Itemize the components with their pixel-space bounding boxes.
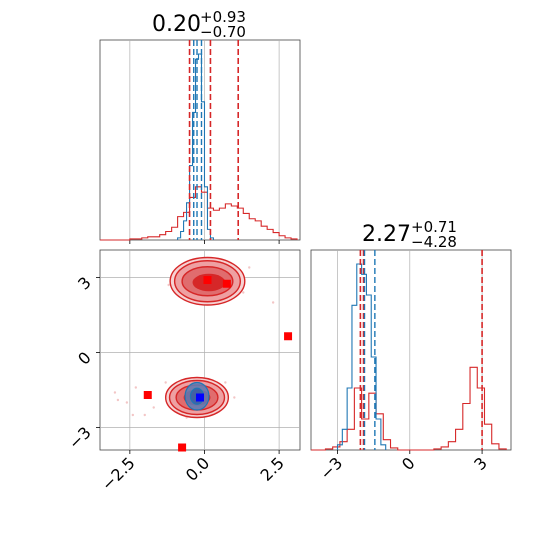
panel-hist-param1 <box>99 39 301 241</box>
y-tick-label-2: 3 <box>74 273 95 294</box>
scatter-point <box>131 413 135 417</box>
scatter-point <box>167 283 170 287</box>
marker-red <box>284 332 293 341</box>
marker-red <box>222 279 231 288</box>
x2-tick-label-1: 0 <box>398 453 419 474</box>
panel-joint <box>99 249 301 451</box>
x2-tick-label-2: 3 <box>470 453 491 474</box>
scatter-point <box>113 391 117 394</box>
title-param1-plus: +0.93 <box>200 8 246 26</box>
scatter-point <box>248 266 251 269</box>
x-tick-label-1: 0.0 <box>182 453 213 484</box>
x2-tick-label-0: −3 <box>316 453 346 483</box>
title-param2-minus: −4.28 <box>411 233 457 251</box>
scatter-point <box>152 406 155 409</box>
x-tick-label-0: −2.5 <box>98 453 139 494</box>
scatter-point <box>224 381 227 384</box>
hist-param1-blue <box>177 53 214 240</box>
y-tick-label-0: −3 <box>65 423 95 453</box>
hist-param2-blue <box>336 263 387 450</box>
panel-hist-param2 <box>310 249 512 451</box>
scatter-point <box>164 381 167 384</box>
title-param2-value: 2.27 <box>362 222 411 247</box>
scatter-point <box>242 291 245 294</box>
hist-param2-red <box>311 366 507 451</box>
scatter-point <box>125 401 129 404</box>
title-param1-minus: −0.70 <box>200 23 246 41</box>
y-tick-label-1: 0 <box>74 348 95 369</box>
marker-red <box>143 391 152 399</box>
scatter-point <box>143 413 146 417</box>
scatter-point <box>271 301 275 304</box>
marker-red <box>178 443 187 452</box>
marker-red <box>203 276 212 284</box>
marker-blue <box>196 393 204 402</box>
title-param1-value: 0.20 <box>152 12 201 37</box>
chart-marks <box>96 40 507 454</box>
x-tick-label-2: 2.5 <box>256 453 287 484</box>
scatter-point <box>134 386 138 389</box>
scatter-point <box>233 396 236 399</box>
title-param2-plus: +0.71 <box>411 218 457 236</box>
scatter-point <box>116 398 120 402</box>
